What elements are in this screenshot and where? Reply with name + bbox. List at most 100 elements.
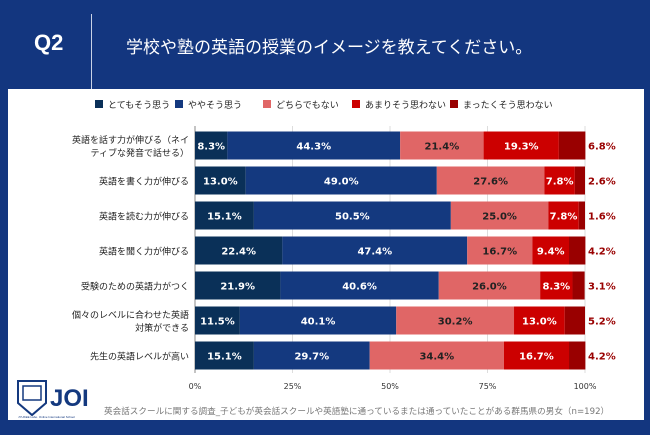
data-label: 8.3%: [197, 142, 225, 153]
data-label: 16.7%: [519, 352, 554, 363]
bar-segment: [280, 271, 439, 300]
data-label: 40.1%: [301, 317, 336, 328]
category-label: 英語を書く力が伸びる: [99, 176, 189, 188]
category-label: 英語を読む力が伸びる: [99, 211, 189, 223]
bar-segment: [195, 341, 254, 370]
legend-label: あまりそう思わない: [365, 100, 446, 111]
data-label: 21.9%: [220, 282, 255, 293]
data-label: 6.8%: [588, 142, 616, 153]
bar-segment: [195, 166, 246, 195]
data-label: 29.7%: [294, 352, 329, 363]
bar-segment: [195, 306, 240, 335]
bar-segment: [253, 341, 370, 370]
bar-segment: [195, 271, 281, 300]
legend-label: まったくそう思わない: [463, 100, 553, 111]
bar-segment: [572, 271, 585, 300]
legend-label: とてもそう思う: [108, 100, 170, 111]
bar-segment: [483, 131, 559, 160]
bar-segment: [253, 201, 451, 230]
bar-segment: [569, 341, 586, 370]
legend-swatch: [263, 100, 271, 108]
data-label: 1.6%: [588, 212, 616, 223]
category-label: ティブな発音で話せる）: [91, 147, 189, 159]
data-label: 16.7%: [482, 247, 517, 258]
bar-segment: [195, 236, 283, 265]
data-label: 30.2%: [438, 317, 473, 328]
data-label: 40.6%: [342, 282, 377, 293]
bar-segment: [578, 201, 585, 230]
bar-segment: [239, 306, 397, 335]
data-label: 4.2%: [588, 352, 616, 363]
bar-segment: [532, 236, 570, 265]
bar-segment: [450, 201, 549, 230]
data-label: 3.1%: [588, 282, 616, 293]
data-label: 11.5%: [200, 317, 235, 328]
bar-segment: [227, 131, 401, 160]
legend-swatch: [450, 100, 458, 108]
bar-segment: [569, 236, 586, 265]
data-label: 15.1%: [207, 352, 242, 363]
bar-segment: [195, 201, 254, 230]
bar-segment: [436, 166, 545, 195]
data-label: 19.3%: [504, 142, 539, 153]
category-label: 英語を話す力が伸びる（ネイ: [72, 134, 189, 146]
x-tick-label: 0%: [189, 382, 202, 391]
data-label: 13.0%: [522, 317, 557, 328]
data-label: 27.6%: [473, 177, 508, 188]
data-label: 4.2%: [588, 247, 616, 258]
bar-segment: [195, 131, 228, 160]
bar-segment: [467, 236, 533, 265]
svg-text:JOI: JOI: [50, 385, 89, 412]
joi-logo: JOI JYUKEE Labo. Online International Sc…: [17, 380, 89, 419]
data-label: 34.4%: [419, 352, 454, 363]
bar-segment: [540, 271, 573, 300]
survey-note: 英会話スクールに関する調査_子どもが英会話スクールや英語塾に通っているまたは通っ…: [104, 407, 610, 417]
bar-segment: [514, 306, 565, 335]
legend-swatch: [95, 100, 103, 108]
page-title: 学校や塾の英語の授業のイメージを教えてください。: [126, 38, 533, 58]
data-label: 8.3%: [542, 282, 570, 293]
data-label: 9.4%: [537, 247, 565, 258]
bar-segment: [400, 131, 484, 160]
header-divider: [91, 14, 92, 97]
data-label: 26.0%: [472, 282, 507, 293]
x-tick-label: 25%: [284, 382, 302, 391]
data-label: 49.0%: [324, 177, 359, 188]
legend-label: ややそう思う: [188, 100, 242, 111]
x-tick-label: 100%: [574, 382, 597, 391]
bar-segment: [548, 201, 579, 230]
question-number: Q2: [34, 30, 64, 55]
bar-segment: [282, 236, 468, 265]
data-label: 15.1%: [207, 212, 242, 223]
bar-segment: [564, 306, 585, 335]
category-label: 個々のレベルに合わせた英語: [72, 309, 189, 321]
data-label: 13.0%: [203, 177, 238, 188]
category-label: 英語を聞く力が伸びる: [99, 246, 189, 258]
bar-segment: [558, 131, 586, 160]
bar-segment: [574, 166, 585, 195]
data-label: 7.8%: [550, 212, 578, 223]
data-label: 5.2%: [588, 317, 616, 328]
data-label: 21.4%: [425, 142, 460, 153]
legend-swatch: [352, 100, 360, 108]
x-tick-label: 50%: [381, 382, 399, 391]
data-label: 2.6%: [588, 177, 616, 188]
bar-segment: [503, 341, 570, 370]
legend-swatch: [175, 100, 183, 108]
data-label: 7.8%: [546, 177, 574, 188]
x-tick-label: 75%: [479, 382, 497, 391]
category-label: 対策ができる: [135, 322, 189, 334]
bar-segment: [438, 271, 541, 300]
svg-text:JYUKEE Labo. Online Internatio: JYUKEE Labo. Online International School: [18, 415, 75, 419]
bar-segment: [396, 306, 515, 335]
bar-segment: [245, 166, 437, 195]
data-label: 44.3%: [296, 142, 331, 153]
data-label: 22.4%: [221, 247, 256, 258]
data-label: 50.5%: [335, 212, 370, 223]
bar-segment: [544, 166, 575, 195]
data-label: 47.4%: [357, 247, 392, 258]
legend-label: どちらでもない: [276, 100, 339, 111]
category-label: 受験のための英語力がつく: [81, 281, 189, 293]
data-label: 25.0%: [482, 212, 517, 223]
